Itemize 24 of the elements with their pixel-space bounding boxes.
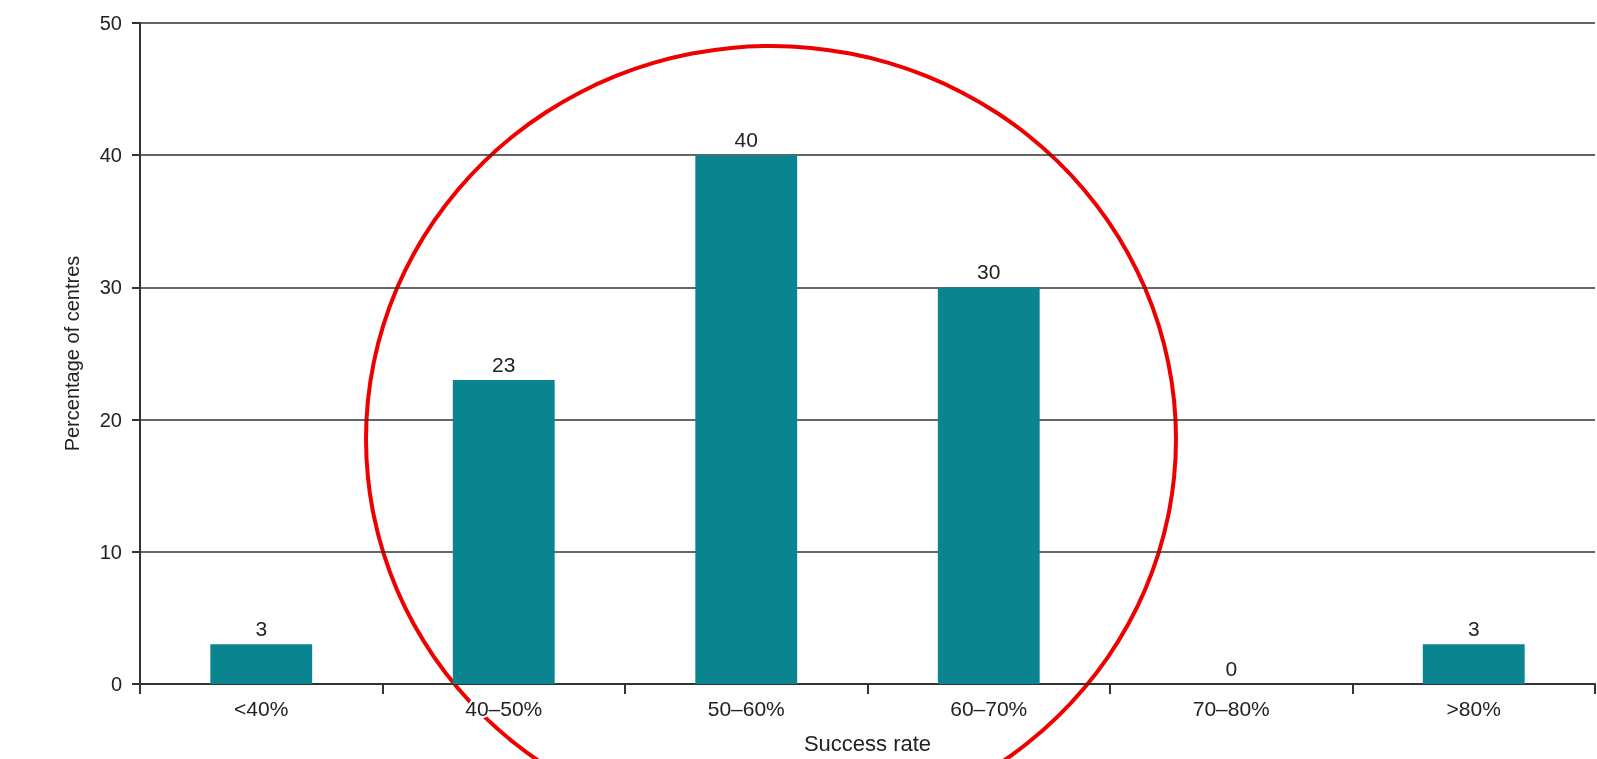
data-label: 23 [492,352,516,376]
x-axis-title: Success rate [803,730,932,756]
y-axis-title: Percentage of centres [61,255,83,452]
y-tick-label: 10 [99,540,122,563]
data-label: 3 [1467,617,1480,641]
bar [452,379,555,684]
x-tick-label: >80% [1446,697,1501,720]
data-label: 30 [977,260,1001,284]
x-tick-label: 70–80% [1192,697,1270,720]
bar [210,644,313,684]
x-tick-label: 60–70% [950,697,1028,720]
x-tick-label: <40% [234,697,289,720]
data-label: 0 [1225,657,1238,680]
data-label: 40 [734,128,758,152]
bar [1422,644,1525,684]
bar [695,155,798,684]
y-tick-label: 50 [99,12,122,34]
data-label: 3 [255,617,268,641]
y-tick-label: 0 [110,673,122,695]
y-tick-label: 20 [99,408,122,431]
y-tick-label: 40 [99,144,122,167]
bar [937,287,1040,684]
x-tick-label: 50–60% [707,697,785,720]
y-tick-label: 30 [99,276,122,299]
